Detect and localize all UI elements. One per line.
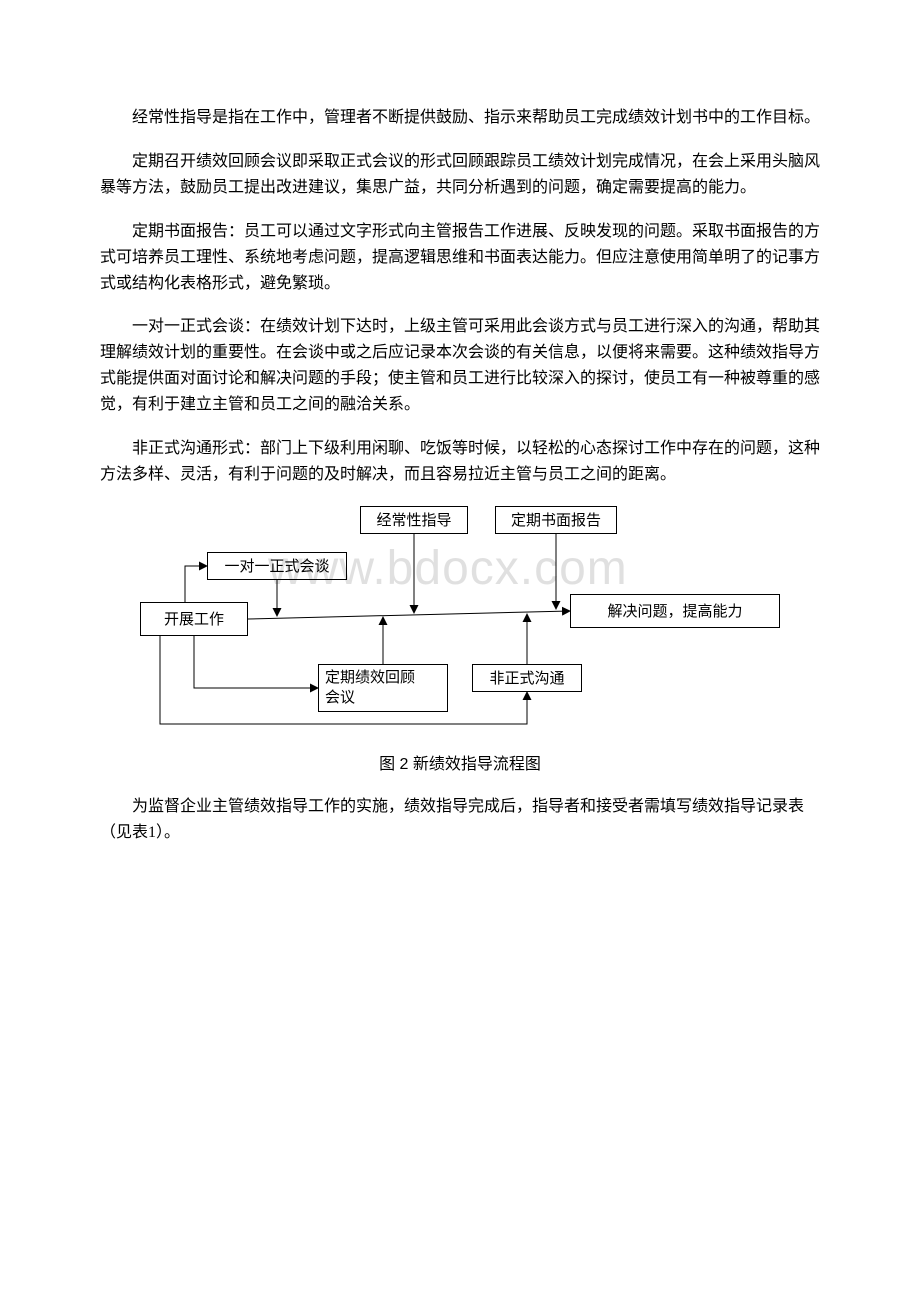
node-review-meeting: 定期绩效回顾会议 [318,664,448,712]
paragraph-review-meeting: 定期召开绩效回顾会议即采取正式会议的形式回顾跟踪员工绩效计划完成情况，在会上采用… [100,149,820,201]
flowchart-diagram: 经常性指导 定期书面报告 一对一正式会谈 开展工作 解决问题，提高能力 定期绩效… [140,506,780,736]
node-label: 定期绩效回顾会议 [325,668,415,709]
node-written-report: 定期书面报告 [495,506,617,534]
node-one-on-one: 一对一正式会谈 [207,552,347,580]
node-label: 经常性指导 [376,509,451,530]
node-label: 开展工作 [164,608,224,629]
node-start-work: 开展工作 [140,602,248,636]
paragraph-one-on-one: 一对一正式会谈：在绩效计划下达时，上级主管可采用此会谈方式与员工进行深入的沟通，… [100,314,820,418]
node-label: 定期书面报告 [511,509,601,530]
node-label: 一对一正式会谈 [224,555,329,576]
node-informal: 非正式沟通 [472,664,582,692]
node-label: 解决问题，提高能力 [607,600,742,621]
paragraph-regular-guidance: 经常性指导是指在工作中，管理者不断提供鼓励、指示来帮助员工完成绩效计划书中的工作… [100,105,820,131]
node-solve: 解决问题，提高能力 [570,594,780,628]
paragraph-informal: 非正式沟通形式：部门上下级利用闲聊、吃饭等时候，以轻松的心态探讨工作中存在的问题… [100,436,820,488]
paragraph-written-report: 定期书面报告：员工可以通过文字形式向主管报告工作进展、反映发现的问题。采取书面报… [100,219,820,297]
node-regular-guidance: 经常性指导 [360,506,468,534]
paragraph-record-table: 为监督企业主管绩效指导工作的实施，绩效指导完成后，指导者和接受者需填写绩效指导记… [100,794,820,846]
figure-caption: 图 2 新绩效指导流程图 [100,750,820,774]
node-label: 非正式沟通 [489,667,564,688]
